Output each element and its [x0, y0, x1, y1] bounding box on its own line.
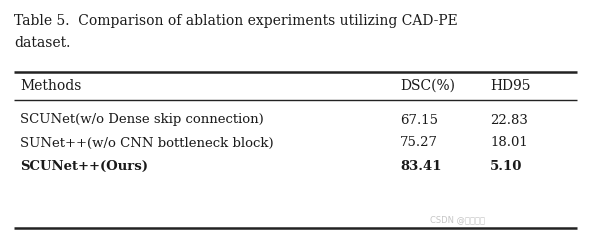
Text: CSDN @是馒头阿: CSDN @是馒头阿 — [430, 215, 485, 224]
Text: HD95: HD95 — [490, 79, 531, 93]
Text: 5.10: 5.10 — [490, 160, 522, 173]
Text: Table 5.  Comparison of ablation experiments utilizing CAD-PE: Table 5. Comparison of ablation experime… — [14, 14, 458, 28]
Text: 18.01: 18.01 — [490, 136, 528, 149]
Text: 22.83: 22.83 — [490, 114, 528, 126]
Text: 67.15: 67.15 — [400, 114, 438, 126]
Text: 75.27: 75.27 — [400, 136, 438, 149]
Text: SUNet++(w/o CNN bottleneck block): SUNet++(w/o CNN bottleneck block) — [20, 136, 274, 149]
Text: SCUNet(w/o Dense skip connection): SCUNet(w/o Dense skip connection) — [20, 114, 264, 126]
Text: Methods: Methods — [20, 79, 82, 93]
Text: DSC(%): DSC(%) — [400, 79, 455, 93]
Text: 83.41: 83.41 — [400, 160, 441, 173]
Text: dataset.: dataset. — [14, 36, 70, 50]
Text: SCUNet++(Ours): SCUNet++(Ours) — [20, 160, 148, 173]
